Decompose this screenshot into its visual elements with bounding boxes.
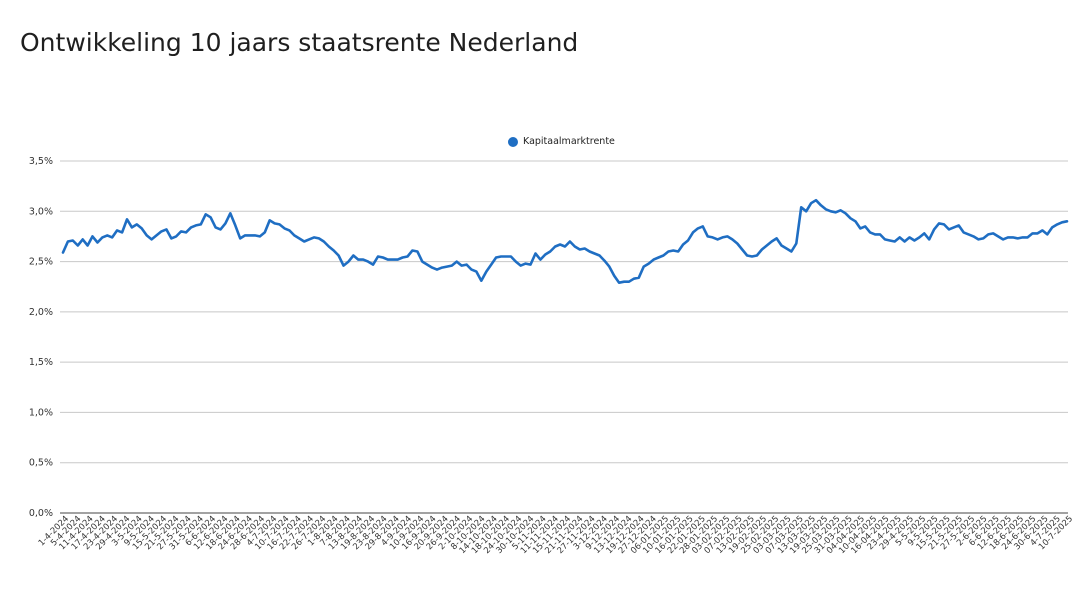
- y-tick-label: 2,5%: [29, 257, 53, 268]
- y-tick-label: 1,0%: [29, 407, 53, 418]
- y-tick-label: 0,5%: [29, 458, 53, 469]
- series-line-kapitaalmarktrente: [61, 198, 1069, 284]
- y-tick-label: 3,5%: [29, 156, 53, 167]
- legend-swatch: [508, 136, 518, 147]
- y-tick-label: 2,0%: [29, 307, 53, 318]
- y-tick-label: 0,0%: [29, 508, 53, 519]
- y-tick-label: 1,5%: [29, 357, 53, 368]
- legend: Kapitaalmarktrente: [508, 136, 615, 147]
- y-tick-label: 3,0%: [29, 206, 53, 217]
- legend-label: Kapitaalmarktrente: [523, 136, 615, 147]
- chart-title: Ontwikkeling 10 jaars staatsrente Nederl…: [20, 28, 579, 57]
